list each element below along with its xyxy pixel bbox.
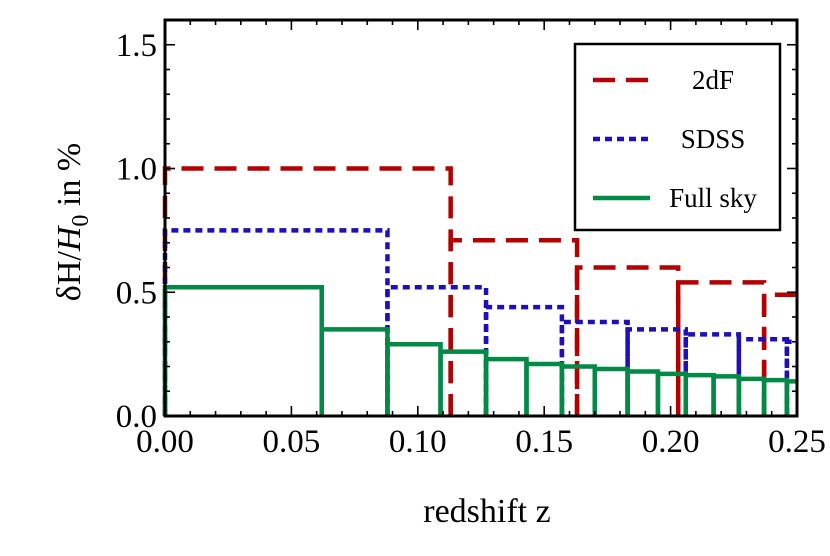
series-sdss	[162, 228, 797, 416]
bin-step	[625, 369, 661, 416]
y-axis-title-subscript: 0	[68, 215, 94, 227]
ticks-layer	[164, 19, 798, 417]
x-tick-label: 0.25	[768, 424, 826, 460]
y-axis-title-part: in %	[51, 143, 88, 215]
y-tick-label: 1.0	[116, 152, 157, 188]
bin-step	[683, 372, 716, 416]
x-axis-title: redshift z	[423, 493, 550, 530]
series-2df	[162, 166, 797, 416]
y-tick-label: 1.5	[116, 28, 157, 64]
y-axis-title-part: δH/	[51, 251, 88, 302]
legend-label: 2dF	[692, 65, 734, 95]
bin-step	[319, 327, 390, 416]
bin-step	[655, 371, 689, 416]
legend: 2dF SDSS Full sky	[573, 42, 782, 232]
tick-labels: 0.00 0.05 0.10 0.15 0.20 0.25 0.0 0.5 1.0 1.5	[116, 28, 826, 460]
y-tick-label: 0.5	[116, 275, 157, 311]
x-tick-label: 0.10	[389, 424, 447, 460]
bin-step	[784, 379, 797, 416]
bin-step	[761, 292, 797, 416]
bin-step	[711, 374, 742, 416]
legend-label: Full sky	[669, 183, 757, 213]
bin-step	[162, 166, 453, 416]
x-tick-label: 0.15	[515, 424, 573, 460]
bin-step	[574, 265, 681, 416]
bin-step	[736, 376, 767, 416]
x-tick-label: 0.05	[263, 424, 321, 460]
y-axis-title-italic: H	[51, 224, 88, 252]
bin-step	[483, 356, 529, 416]
legend-label: SDSS	[681, 124, 746, 154]
bin-step	[675, 280, 767, 416]
bin-step	[162, 285, 324, 416]
x-tick-label: 0.20	[642, 424, 700, 460]
y-axis-title: δH/H0 in %	[51, 143, 94, 301]
bin-step	[592, 366, 630, 416]
bin-step	[483, 304, 565, 416]
bin-step	[761, 377, 790, 416]
bin-step	[448, 238, 580, 416]
series-full-sky	[162, 285, 797, 416]
bin-step	[385, 341, 443, 416]
series-layer	[162, 166, 797, 416]
x-tick-label: 0.00	[136, 424, 194, 460]
bin-step	[438, 349, 489, 416]
bin-step	[162, 228, 390, 416]
y-tick-label: 0.0	[116, 399, 157, 435]
